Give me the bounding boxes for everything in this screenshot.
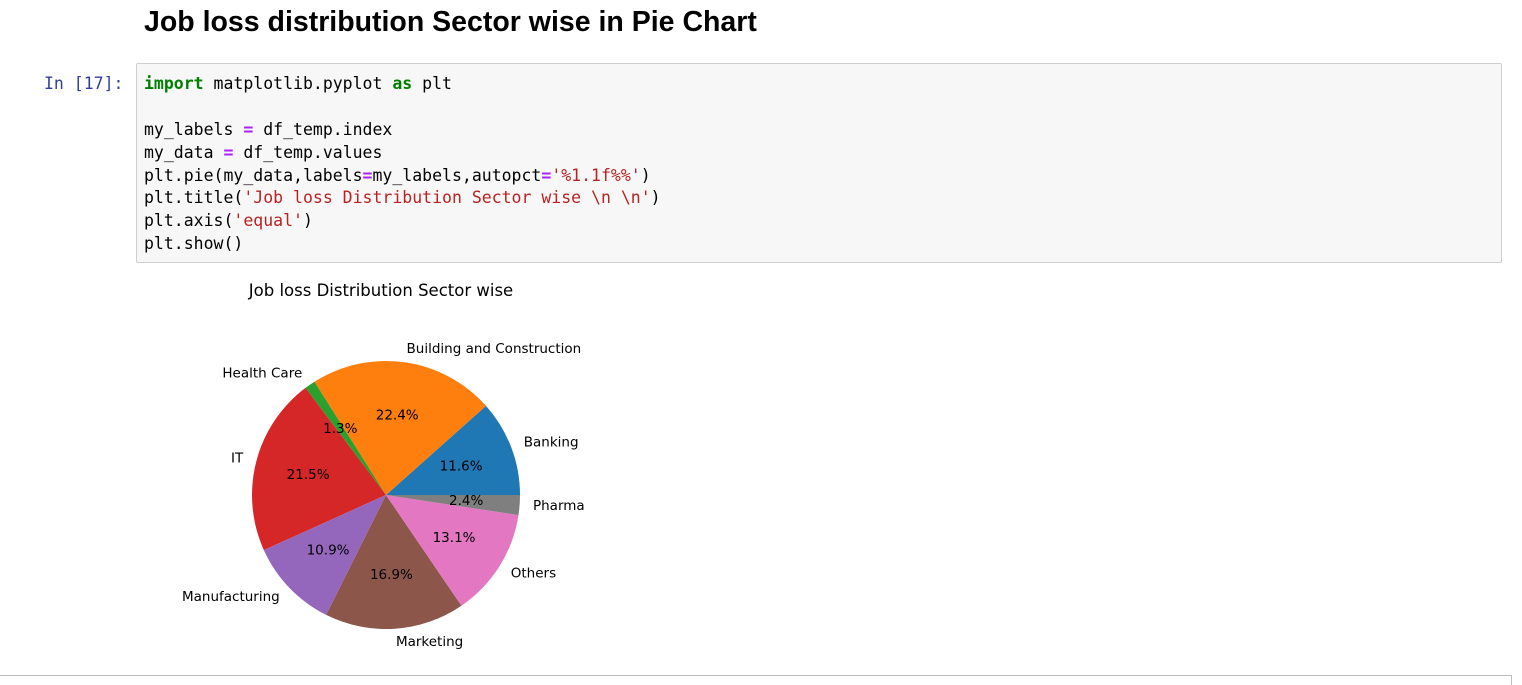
code-token: as — [392, 74, 413, 93]
slice-percent-label: 10.9% — [307, 543, 350, 559]
code-line: import matplotlib.pyplot as plt — [144, 73, 661, 96]
code-text[interactable]: import matplotlib.pyplot as plt my_labels… — [144, 73, 661, 256]
code-line: my_labels = df_temp.index — [144, 119, 661, 142]
code-cell-editor[interactable]: import matplotlib.pyplot as plt my_labels… — [136, 63, 1502, 263]
code-token: = — [541, 165, 552, 185]
code-token: my_labels,autopct — [372, 165, 542, 185]
pie-labels: 11.6% Banking 22.4% Building and Constructi… — [182, 341, 585, 650]
code-line: plt.pie(my_data,labels=my_labels,autopct… — [144, 165, 661, 188]
code-token: ) — [650, 188, 661, 208]
code-line: plt.show() — [144, 233, 661, 256]
pie-slice — [263, 495, 386, 615]
code-token: plt.pie(my_data,labels — [144, 165, 363, 185]
code-token: df_temp.values — [233, 142, 383, 162]
pie-slice — [386, 405, 520, 495]
code-token: 'equal' — [233, 211, 303, 231]
slice-percent-label: 16.9% — [370, 567, 413, 583]
slice-percent-label: 11.6% — [440, 458, 483, 474]
pie-slice — [314, 361, 487, 495]
slice-category-label: Manufacturing — [182, 589, 280, 605]
markdown-heading: Job loss distribution Sector wise in Pie… — [144, 6, 757, 38]
code-token: plt.title( — [144, 188, 244, 208]
code-token: plt.axis( — [144, 211, 234, 231]
code-token: ) — [302, 211, 313, 231]
input-prompt: In [17]: — [44, 74, 124, 93]
code-token: = — [243, 119, 254, 139]
pie-slice — [251, 387, 386, 551]
slice-category-label: Banking — [524, 435, 579, 451]
slice-percent-label: 13.1% — [433, 530, 476, 546]
code-token: matplotlib.pyplot — [203, 74, 393, 93]
slice-percent-label: 2.4% — [449, 493, 483, 509]
code-token: plt.show() — [144, 234, 244, 254]
code-token: plt — [412, 74, 452, 93]
pie-slices — [251, 361, 520, 629]
code-token: ) — [640, 165, 651, 185]
cell-output: Job loss Distribution Sector wise 11.6% B… — [140, 272, 660, 667]
code-line — [144, 96, 661, 119]
slice-category-label: Marketing — [396, 634, 463, 650]
code-token: '%1.1f%%' — [551, 165, 641, 185]
code-token: = — [223, 142, 234, 162]
code-token: import — [144, 74, 204, 93]
chart-title: Job loss Distribution Sector wise — [248, 281, 513, 300]
code-token: 'Job loss Distribution Sector wise \n \n… — [243, 188, 651, 208]
code-line: plt.title('Job loss Distribution Sector … — [144, 187, 661, 210]
pie-chart: Job loss Distribution Sector wise 11.6% B… — [182, 281, 585, 650]
pie-slice — [326, 495, 462, 629]
slice-percent-label: 1.3% — [323, 421, 357, 437]
code-token: df_temp.index — [253, 119, 393, 139]
slice-category-label: IT — [231, 450, 244, 466]
pie-slice — [386, 495, 519, 606]
code-token: my_labels — [144, 119, 244, 139]
slice-category-label: Others — [511, 566, 556, 582]
pie-slice — [386, 495, 520, 516]
slice-category-label: Building and Construction — [407, 341, 582, 357]
slice-percent-label: 22.4% — [376, 407, 419, 423]
slice-category-label: Pharma — [533, 498, 585, 514]
next-cell[interactable] — [0, 675, 1512, 685]
slice-percent-label: 21.5% — [287, 467, 330, 483]
code-line: my_data = df_temp.values — [144, 142, 661, 165]
code-line: plt.axis('equal') — [144, 210, 661, 233]
code-token: = — [362, 165, 373, 185]
slice-category-label: Health Care — [222, 366, 302, 382]
code-token: my_data — [144, 142, 224, 162]
pie-slice — [305, 381, 386, 495]
